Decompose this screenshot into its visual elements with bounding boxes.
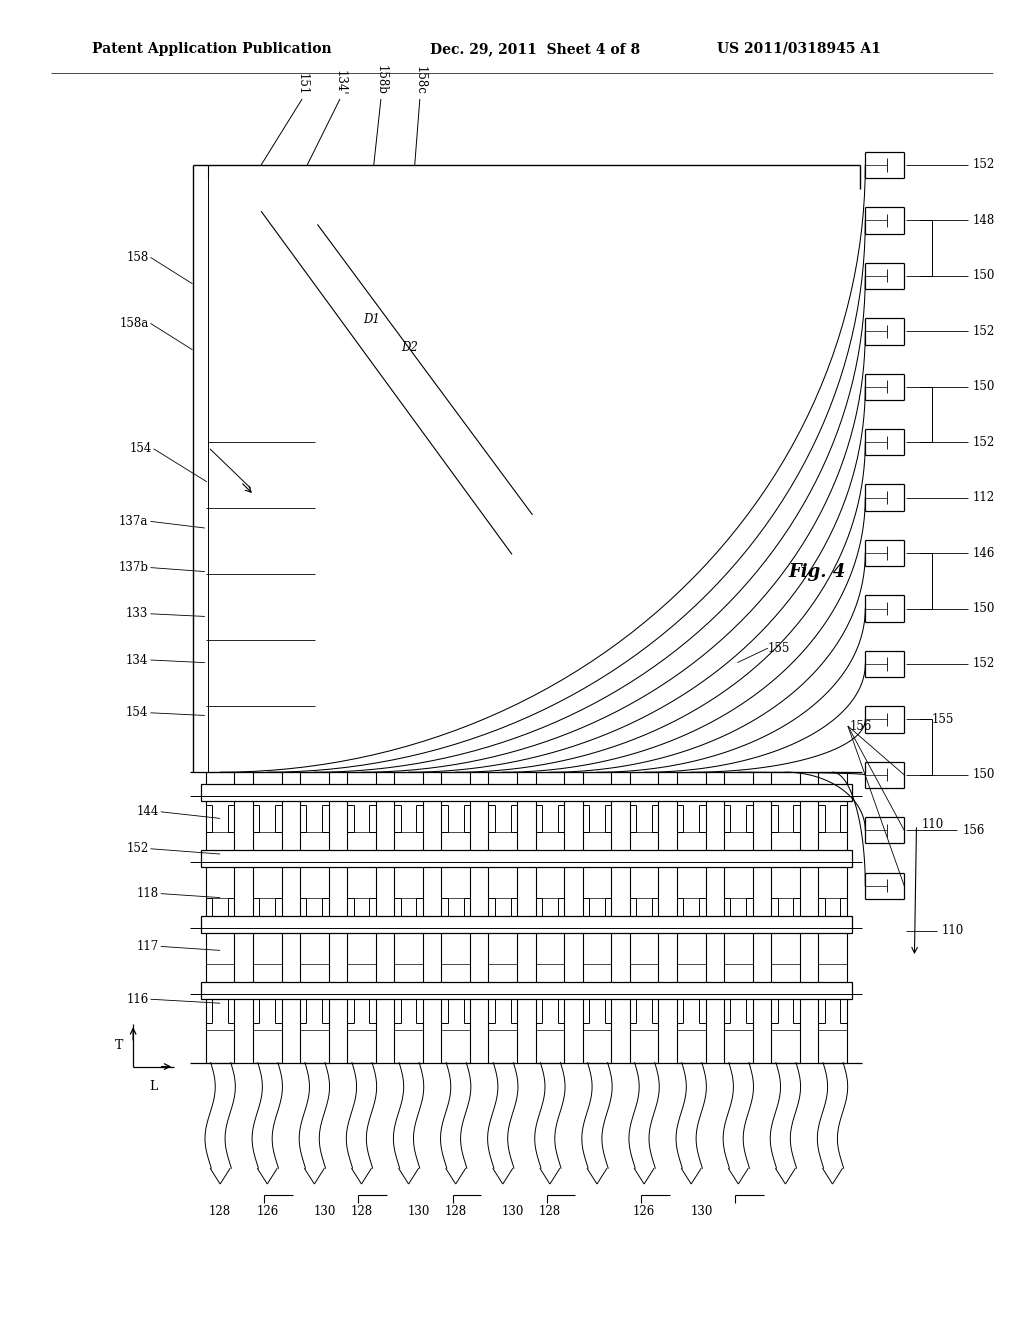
- Text: 155: 155: [932, 713, 954, 726]
- Text: 146: 146: [973, 546, 995, 560]
- Text: US 2011/0318945 A1: US 2011/0318945 A1: [717, 42, 881, 55]
- Text: T: T: [115, 1039, 123, 1052]
- Text: 110: 110: [942, 924, 965, 937]
- Text: 126: 126: [633, 1205, 655, 1218]
- Bar: [201, 850, 852, 867]
- Text: 148: 148: [973, 214, 995, 227]
- Text: 112: 112: [973, 491, 995, 504]
- Text: Patent Application Publication: Patent Application Publication: [92, 42, 332, 55]
- Text: 150: 150: [973, 602, 995, 615]
- Text: 126: 126: [256, 1205, 279, 1218]
- Text: 144: 144: [136, 805, 159, 818]
- Text: 150: 150: [973, 269, 995, 282]
- Text: 133: 133: [126, 607, 148, 620]
- Text: 154: 154: [129, 442, 152, 455]
- Text: 128: 128: [444, 1205, 467, 1218]
- Text: 152: 152: [973, 436, 995, 449]
- Text: 150: 150: [973, 380, 995, 393]
- Text: 156: 156: [963, 824, 985, 837]
- Text: 130: 130: [408, 1205, 430, 1218]
- Text: Fig. 4: Fig. 4: [788, 562, 846, 581]
- Text: 158b: 158b: [375, 65, 387, 95]
- Text: 130: 130: [502, 1205, 524, 1218]
- Text: 152: 152: [126, 842, 148, 855]
- Text: 156: 156: [850, 719, 872, 733]
- Text: 158c: 158c: [414, 66, 426, 95]
- Text: 128: 128: [209, 1205, 231, 1218]
- Bar: [201, 982, 852, 999]
- Text: 116: 116: [126, 993, 148, 1006]
- Text: D1: D1: [364, 313, 380, 326]
- Text: 137b: 137b: [119, 561, 148, 574]
- Text: 152: 152: [973, 158, 995, 172]
- Text: 128: 128: [539, 1205, 561, 1218]
- Text: D2: D2: [401, 341, 418, 354]
- Text: 154: 154: [126, 706, 148, 719]
- Text: 155: 155: [768, 642, 791, 655]
- Text: 130: 130: [690, 1205, 713, 1218]
- Text: 150: 150: [973, 768, 995, 781]
- Text: 158a: 158a: [119, 317, 148, 330]
- Text: 151: 151: [296, 73, 308, 95]
- Text: Dec. 29, 2011  Sheet 4 of 8: Dec. 29, 2011 Sheet 4 of 8: [430, 42, 640, 55]
- Text: 134: 134: [126, 653, 148, 667]
- Text: 158: 158: [126, 251, 148, 264]
- Text: L: L: [150, 1080, 158, 1093]
- Text: 128: 128: [350, 1205, 373, 1218]
- Text: 110: 110: [922, 818, 944, 832]
- Text: 130: 130: [313, 1205, 336, 1218]
- Text: 117: 117: [136, 940, 159, 953]
- Text: 152: 152: [973, 657, 995, 671]
- Bar: [201, 784, 852, 801]
- Text: 152: 152: [973, 325, 995, 338]
- Text: 134': 134': [334, 70, 346, 95]
- Text: 137a: 137a: [119, 515, 148, 528]
- Text: 118: 118: [136, 887, 159, 900]
- Bar: [201, 916, 852, 933]
